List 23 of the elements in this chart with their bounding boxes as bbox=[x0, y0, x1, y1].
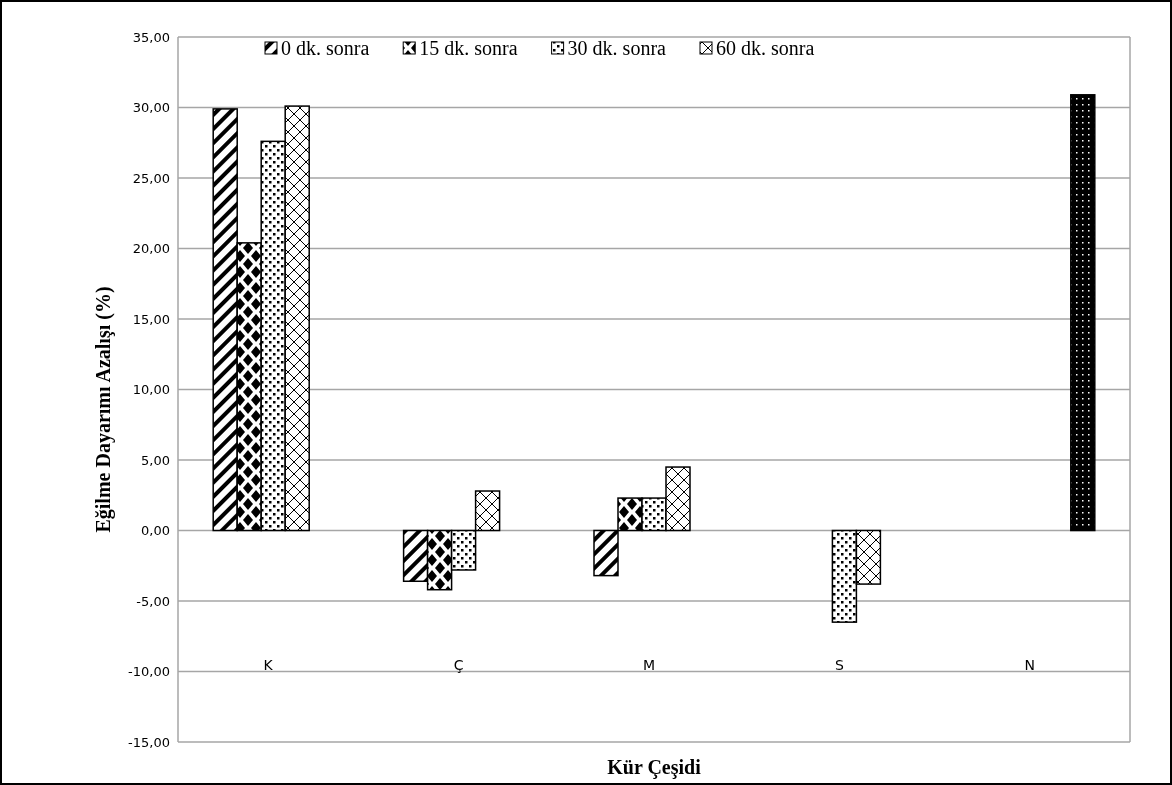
x-tick-label: S bbox=[834, 657, 844, 673]
y-tick-label: 35,00 bbox=[132, 29, 170, 45]
y-tick-label: -10,00 bbox=[128, 664, 170, 680]
y-axis-title: Eğilme Dayarımı Azalışı (%) bbox=[92, 286, 115, 533]
bar bbox=[1070, 94, 1096, 532]
y-tick-label: 5,00 bbox=[141, 452, 170, 468]
legend-label: 15 dk. sonra bbox=[419, 37, 518, 59]
x-tick-label: M bbox=[642, 657, 656, 673]
x-tick-label: N bbox=[1024, 657, 1036, 673]
y-tick-label: 10,00 bbox=[132, 382, 170, 398]
y-tick-label: 30,00 bbox=[132, 100, 170, 116]
y-tick-label: 0,00 bbox=[141, 523, 170, 539]
y-tick-label: -15,00 bbox=[128, 734, 170, 750]
y-tick-label: -5,00 bbox=[136, 593, 170, 609]
y-tick-label: 20,00 bbox=[132, 241, 170, 257]
y-tick-label: 25,00 bbox=[132, 170, 170, 186]
legend-label: 0 dk. sonra bbox=[281, 37, 370, 59]
legend-label: 30 dk. sonra bbox=[567, 37, 667, 59]
x-tick-label: K bbox=[263, 657, 274, 673]
x-axis-title: Kür Çeşidi bbox=[607, 756, 702, 779]
x-tick-label: Ç bbox=[453, 657, 464, 673]
y-tick-label: 15,00 bbox=[132, 311, 170, 327]
legend-label: 60 dk. sonra bbox=[716, 37, 815, 59]
